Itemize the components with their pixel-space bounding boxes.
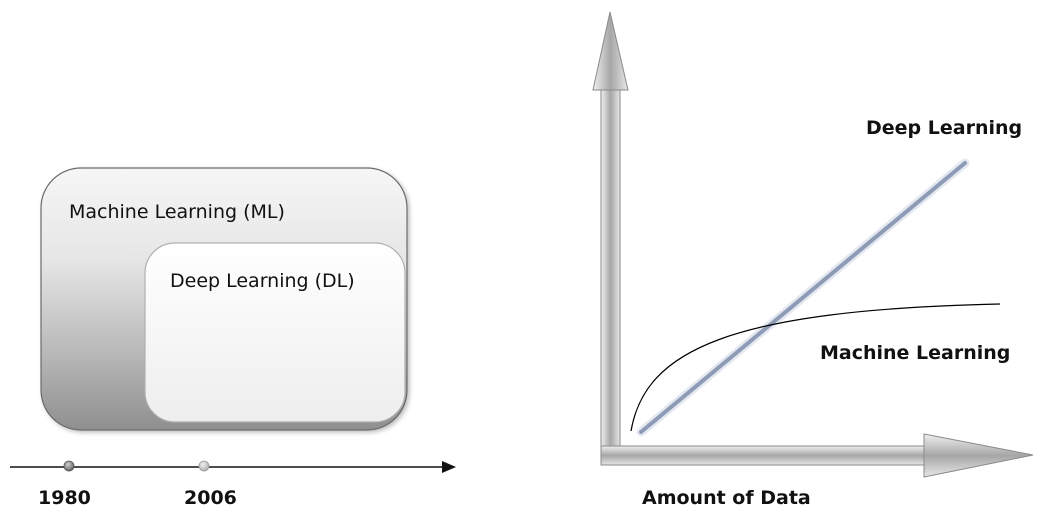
deep-learning-box-label: Deep Learning (DL) xyxy=(170,270,355,292)
machine-learning-curve xyxy=(630,303,1001,432)
timeline-marker-2006 xyxy=(198,460,210,472)
timeline-label-2006: 2006 xyxy=(184,487,237,509)
timeline-arrowhead xyxy=(442,461,456,473)
x-axis-arrow xyxy=(600,433,1034,478)
performance-vs-data-diagram: Deep Learning Machine Learning Amount of… xyxy=(592,11,1034,509)
ml-dl-nesting-diagram: Machine Learning (ML) Deep Learning (DL) xyxy=(40,167,408,431)
deep-learning-curve-label: Deep Learning xyxy=(866,117,1022,139)
timeline-label-1980: 1980 xyxy=(38,487,91,509)
deep-learning-box xyxy=(144,242,406,423)
deep-learning-curve xyxy=(639,161,967,434)
timeline: 1980 2006 xyxy=(10,460,456,509)
machine-learning-box-label: Machine Learning (ML) xyxy=(69,201,285,223)
x-axis-label: Amount of Data xyxy=(642,487,811,509)
timeline-marker-1980 xyxy=(63,460,75,472)
y-axis-arrow xyxy=(592,11,629,466)
machine-learning-curve-label: Machine Learning xyxy=(820,342,1010,364)
